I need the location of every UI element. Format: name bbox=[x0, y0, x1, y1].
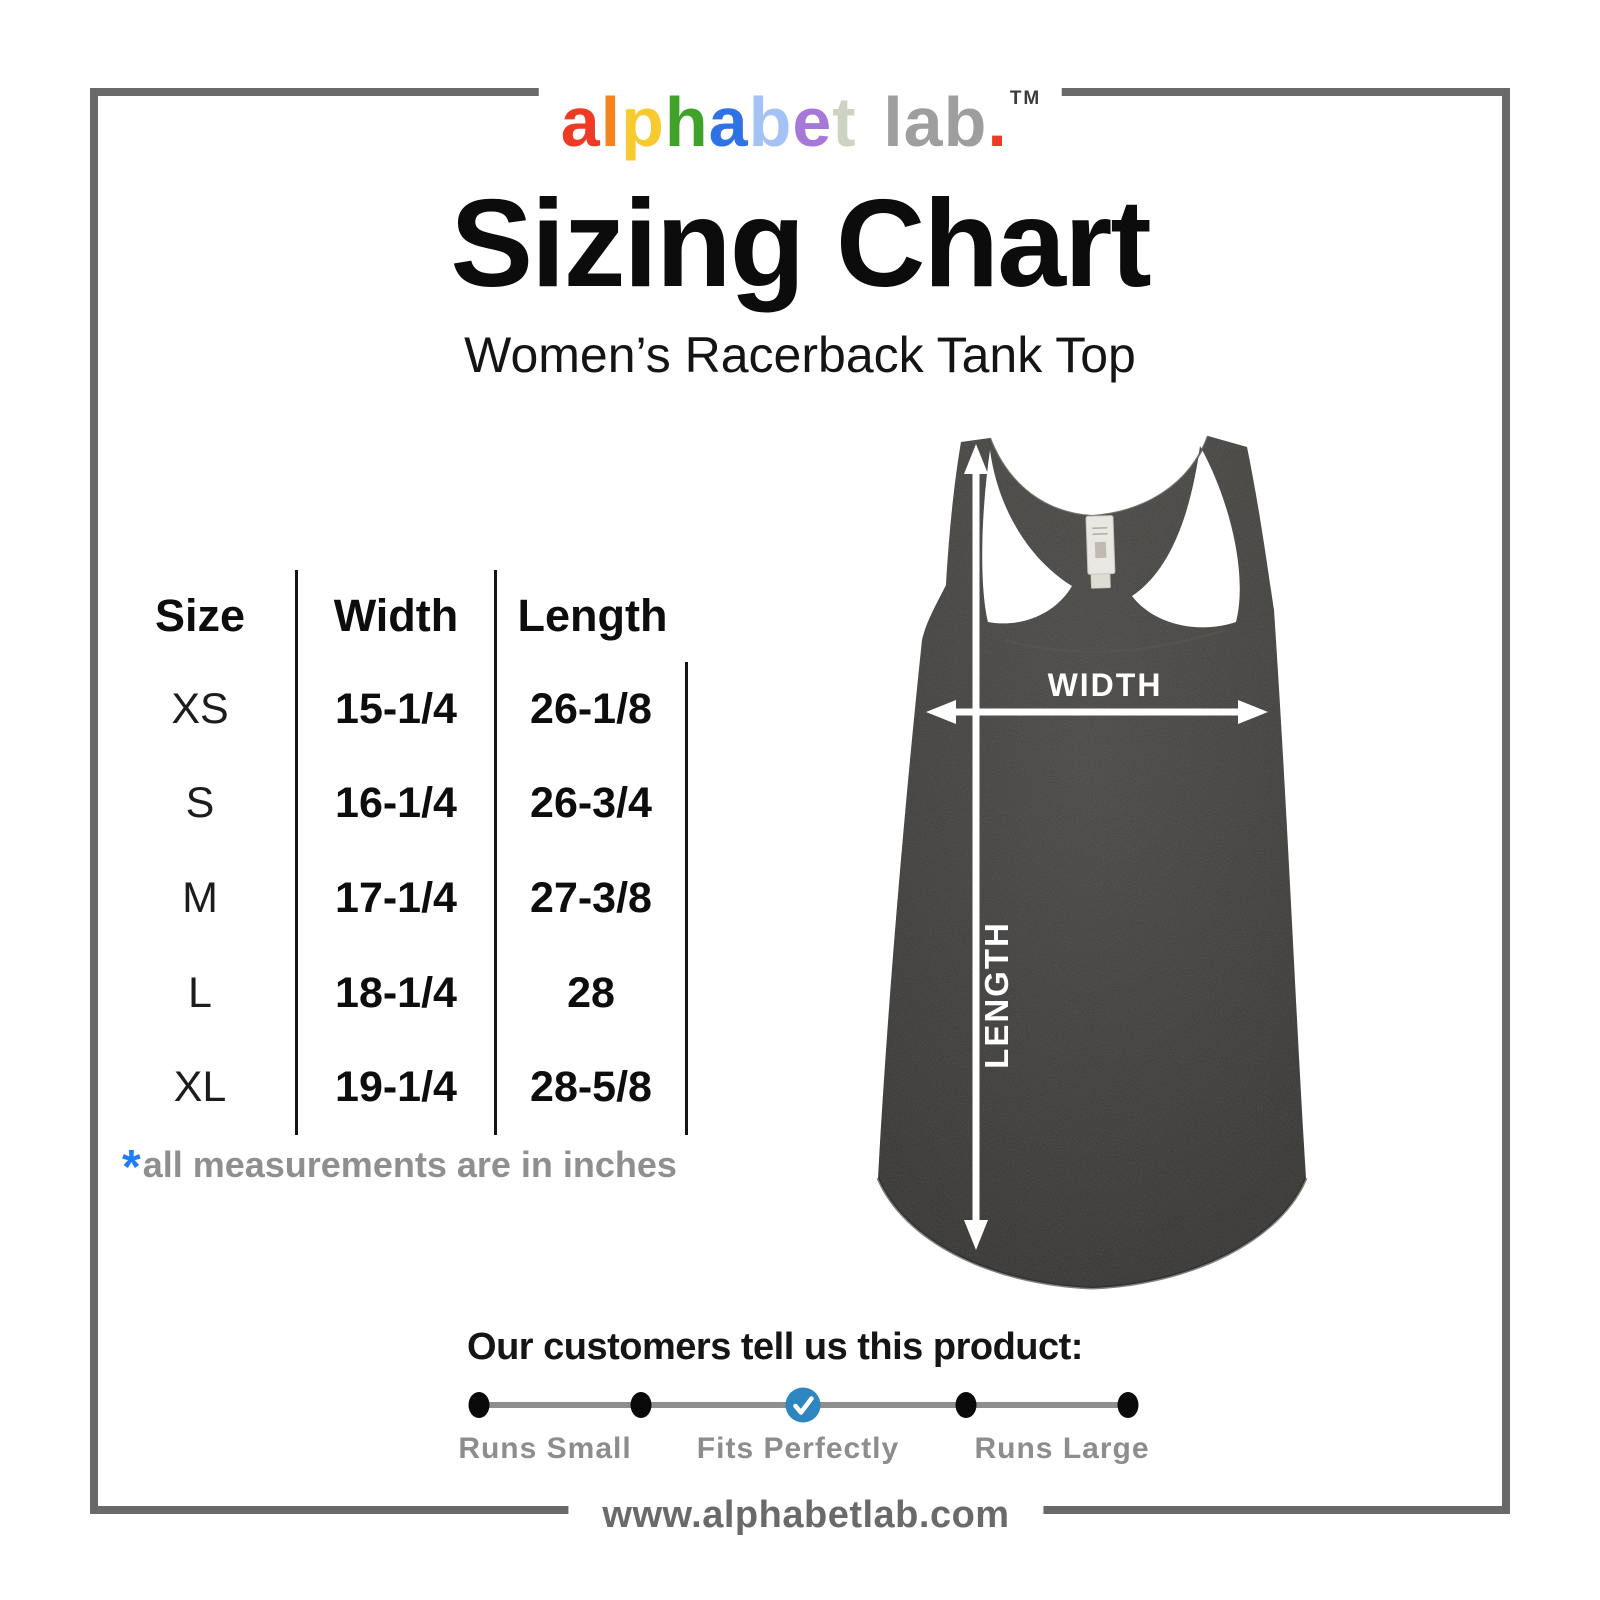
front-neckline-seam bbox=[1004, 628, 1226, 654]
logo-letter: p bbox=[621, 83, 665, 162]
brand-logo-letters: alphabet lab. bbox=[561, 83, 1008, 161]
table-cell-size: XS bbox=[171, 684, 229, 733]
table-cell-length: 26-1/8 bbox=[494, 662, 688, 757]
fit-scale bbox=[468, 1387, 1139, 1423]
measurements-footnote: *all measurements are in inches bbox=[122, 1134, 677, 1194]
table-cell-size: M bbox=[182, 873, 218, 922]
fit-option-label: Runs Small bbox=[458, 1432, 632, 1465]
logo-letter: b bbox=[943, 83, 988, 162]
page-title: Sizing Chart bbox=[450, 175, 1151, 313]
fit-scale-dot bbox=[955, 1392, 977, 1418]
logo-letter: a bbox=[903, 83, 944, 162]
footnote-text: all measurements are in inches bbox=[142, 1144, 677, 1185]
column-header-length: Length bbox=[494, 570, 688, 662]
table-cell-width: 19-1/4 bbox=[295, 1040, 494, 1135]
logo-letter: t bbox=[832, 83, 857, 162]
website-url: www.alphabetlab.com bbox=[568, 1488, 1044, 1542]
fit-option-label: Runs Large bbox=[974, 1432, 1150, 1465]
table-cell-width: 16-1/4 bbox=[295, 756, 494, 852]
tank-top-diagram: WIDTH LENGTH bbox=[876, 435, 1308, 1290]
fit-scale-dot bbox=[1117, 1392, 1139, 1418]
width-arrow-label: WIDTH bbox=[1048, 667, 1163, 703]
logo-letter: a bbox=[708, 83, 749, 162]
logo-letter: h bbox=[664, 83, 709, 162]
hem-seam bbox=[876, 1177, 1308, 1290]
logo-letter: a bbox=[560, 83, 601, 162]
table-cell-width: 17-1/4 bbox=[295, 851, 494, 946]
table-cell-length: 27-3/8 bbox=[494, 851, 688, 946]
table-cell-width: 15-1/4 bbox=[295, 662, 494, 757]
logo-letter: e bbox=[792, 83, 833, 162]
width-arrow bbox=[926, 700, 1268, 724]
table-cell-length: 26-3/4 bbox=[494, 756, 688, 852]
length-arrow bbox=[964, 444, 988, 1250]
footnote-asterisk: * bbox=[122, 1141, 141, 1194]
page-subtitle: Women’s Racerback Tank Top bbox=[464, 327, 1136, 383]
table-cell-length: 28 bbox=[494, 945, 688, 1041]
table-cell-size: L bbox=[188, 968, 212, 1017]
table-cell-size: S bbox=[185, 779, 215, 828]
neck-tag bbox=[1085, 515, 1116, 589]
fit-scale-dot bbox=[468, 1392, 490, 1418]
logo-letter: . bbox=[987, 83, 1008, 162]
trademark-symbol: TM bbox=[1009, 88, 1042, 109]
logo-letter: b bbox=[748, 83, 793, 162]
check-icon bbox=[793, 1396, 814, 1415]
logo-letter: l bbox=[883, 83, 904, 162]
table-cell-width: 18-1/4 bbox=[295, 945, 494, 1041]
column-header-width: Width bbox=[295, 570, 494, 662]
length-arrow-label: LENGTH bbox=[978, 921, 1015, 1069]
fit-feedback-heading: Our customers tell us this product: bbox=[467, 1326, 1083, 1368]
logo-letter: l bbox=[600, 83, 622, 162]
table-cell-size: XL bbox=[173, 1063, 227, 1112]
fit-option-label: Fits Perfectly bbox=[696, 1432, 900, 1465]
fit-scale-dot bbox=[630, 1392, 652, 1418]
table-cell-length: 28-5/8 bbox=[494, 1040, 688, 1135]
size-table: Size Width Length XS 15-1/4 26-1/8 S 16-1/4 26-3… bbox=[105, 570, 688, 1135]
fit-selected-check-circle bbox=[785, 1387, 821, 1423]
brand-logo: alphabet lab. TM bbox=[538, 62, 1062, 172]
column-header-size: Size bbox=[154, 590, 246, 641]
